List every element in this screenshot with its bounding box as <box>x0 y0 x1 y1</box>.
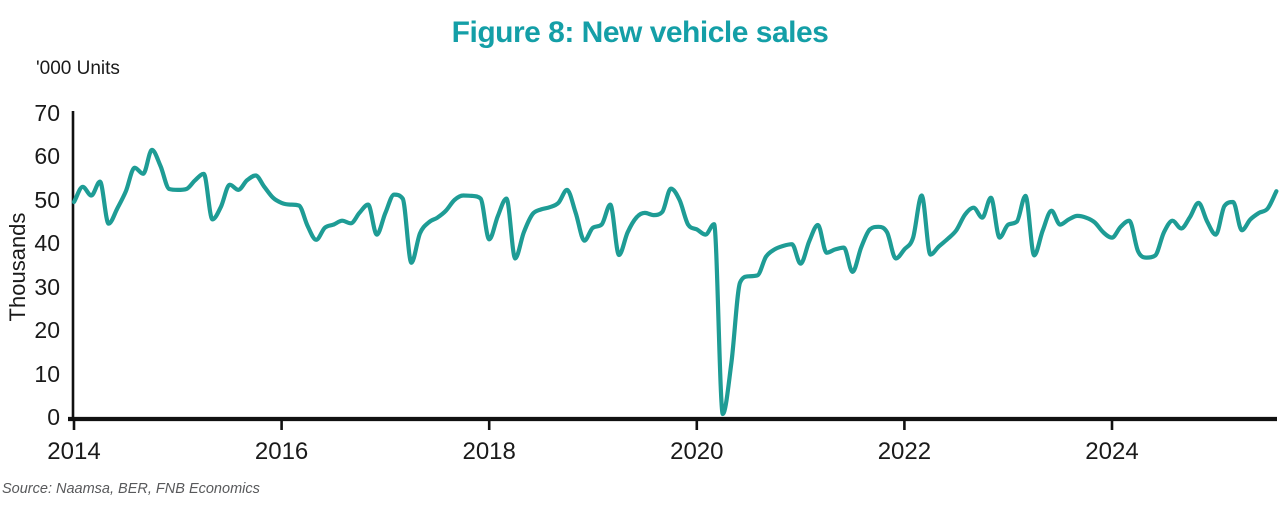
units-axis-note: '000 Units <box>36 58 120 79</box>
x-tick-label: 2018 <box>462 438 516 465</box>
y-tick-label: 20 <box>34 317 60 344</box>
y-tick-label: 60 <box>34 143 60 170</box>
y-tick-label: 50 <box>34 186 60 213</box>
y-tick-label: 70 <box>34 100 60 126</box>
sales-line-series <box>71 147 1279 417</box>
x-tick-label: 2016 <box>254 438 309 465</box>
y-tick-label: 0 <box>47 404 60 430</box>
x-tick-label: 2014 <box>47 438 101 465</box>
chart-title: Figure 8: New vehicle sales <box>451 16 829 49</box>
axes <box>68 111 1277 430</box>
x-tick-label: 2022 <box>877 438 932 465</box>
y-tick-label: 30 <box>34 273 60 300</box>
y-tick-label: 40 <box>34 230 60 257</box>
source-note: Source: Naamsa, BER, FNB Economics <box>2 481 260 497</box>
x-tick-label: 2024 <box>1085 438 1139 465</box>
y-tick-label: 10 <box>34 360 60 387</box>
x-tick-label: 2020 <box>670 438 724 465</box>
